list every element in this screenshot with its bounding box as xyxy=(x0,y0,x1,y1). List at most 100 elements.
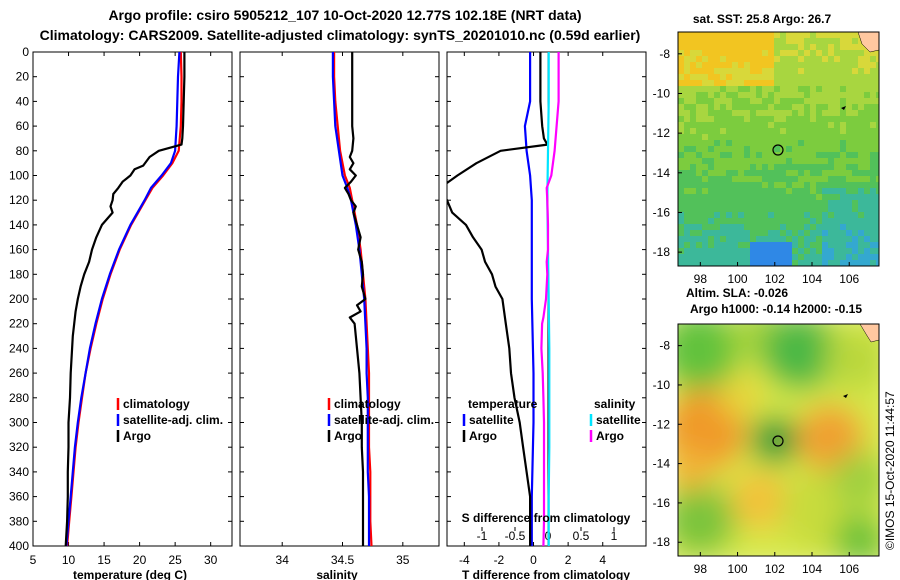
depth-tick-label: 120 xyxy=(9,193,29,207)
sla-map-lon-axis: 98 100 102 104 106 xyxy=(694,552,860,576)
legend-label-t-satellite: satellite xyxy=(469,413,514,427)
temperature-series xyxy=(64,52,186,546)
lon-tick-label: 102 xyxy=(765,272,785,286)
x-tick-label: 5 xyxy=(30,553,37,567)
x-tick-label: 2 xyxy=(565,553,572,567)
legend-title-salinity: salinity xyxy=(594,397,636,411)
header-line-2: Climatology: CARS2009. Satellite-adjuste… xyxy=(40,27,641,43)
x-tick-label: 10 xyxy=(62,553,76,567)
x-tick-label: -2 xyxy=(494,553,505,567)
series-line-argo xyxy=(343,52,367,546)
legend-title-temperature: temperature xyxy=(468,397,538,411)
header-line-1: Argo profile: csiro 5905212_107 10-Oct-2… xyxy=(108,7,581,23)
legend-label-climatology: climatology xyxy=(334,397,401,411)
lat-tick-label: -12 xyxy=(653,417,671,431)
salinity-legend: climatology satellite-adj. clim. Argo xyxy=(327,397,434,443)
lat-tick-label: -10 xyxy=(653,378,671,392)
series-line-argo xyxy=(64,52,186,546)
x-tick-label: 34.5 xyxy=(331,553,355,567)
s-difference-axis-label: S difference from climatology xyxy=(462,511,631,525)
depth-tick-label: 360 xyxy=(9,490,29,504)
lat-tick-label: -10 xyxy=(653,86,671,100)
sla-smooth-field xyxy=(678,324,879,556)
depth-tick-label: 140 xyxy=(9,218,29,232)
lon-tick-label: 106 xyxy=(839,562,859,576)
sst-map xyxy=(678,32,879,266)
x-tick-label: 4 xyxy=(599,553,606,567)
sst-map-lon-axis: 98 100 102 104 106 xyxy=(694,262,860,286)
depth-tick-label: 380 xyxy=(9,514,29,528)
sla-map xyxy=(678,324,879,556)
lat-tick-label: -14 xyxy=(653,457,671,471)
lat-tick-label: -18 xyxy=(653,535,671,549)
temperature-panel xyxy=(32,51,233,547)
difference-legend: temperature satellite Argo salinity sate… xyxy=(462,397,641,443)
s-diff-tick-label: -1 xyxy=(477,529,488,543)
lat-tick-label: -12 xyxy=(653,126,671,140)
salinity-panel xyxy=(239,51,440,547)
lat-tick-label: -18 xyxy=(653,245,671,259)
s-diff-tick-label: 0.5 xyxy=(573,529,590,543)
small-marker-icon xyxy=(843,394,848,398)
series-line-s-argo xyxy=(540,52,560,546)
t-difference-axis-label: T difference from climatology xyxy=(462,568,630,580)
depth-tick-label: 60 xyxy=(16,119,30,133)
depth-axis: 0 20 40 60 80 100 120 140 160 180 200 220 240 260 280 3… xyxy=(9,45,646,553)
lon-tick-label: 98 xyxy=(694,562,708,576)
depth-tick-label: 100 xyxy=(9,169,29,183)
lon-tick-label: 106 xyxy=(839,272,859,286)
sla-map-lat-axis: -8 -10 -12 -14 -16 -18 xyxy=(653,339,682,549)
sla-map-title: Altim. SLA: -0.026 xyxy=(686,286,788,300)
lat-tick-label: -16 xyxy=(653,496,671,510)
lon-tick-label: 100 xyxy=(728,562,748,576)
depth-tick-label: 240 xyxy=(9,341,29,355)
argo-float-marker xyxy=(772,144,784,156)
series-line-satellite-adj-clim- xyxy=(331,52,371,546)
x-tick-label: 25 xyxy=(168,553,182,567)
sst-map-frame xyxy=(677,31,880,267)
depth-tick-label: 0 xyxy=(22,45,29,59)
land-mass xyxy=(857,32,879,53)
depth-tick-label: 220 xyxy=(9,317,29,331)
depth-tick-label: 80 xyxy=(16,144,30,158)
depth-tick-label: 40 xyxy=(16,94,30,108)
lat-tick-label: -16 xyxy=(653,205,671,219)
lon-tick-label: 104 xyxy=(802,272,822,286)
difference-series xyxy=(447,52,560,546)
argo-float-marker xyxy=(772,435,784,447)
salinity-axis-label: salinity xyxy=(316,568,358,580)
lon-tick-label: 98 xyxy=(694,272,708,286)
legend-label-climatology: climatology xyxy=(123,397,190,411)
legend-label-satellite: satellite-adj. clim. xyxy=(123,413,223,427)
salinity-x-axis: 34 34.5 35 xyxy=(276,52,410,567)
depth-tick-label: 160 xyxy=(9,243,29,257)
series-line-s-satellite xyxy=(546,52,551,546)
lat-tick-label: -14 xyxy=(653,166,671,180)
land-mass xyxy=(859,324,879,343)
salinity-series xyxy=(331,52,373,546)
lon-tick-label: 102 xyxy=(765,562,785,576)
depth-tick-label: 200 xyxy=(9,292,29,306)
x-tick-label: 35 xyxy=(396,553,410,567)
temperature-legend: climatology satellite-adj. clim. Argo xyxy=(116,397,223,443)
temperature-axis-label: temperature (deg C) xyxy=(73,568,187,580)
sla-map-frame xyxy=(677,323,880,557)
lat-tick-label: -8 xyxy=(659,339,670,353)
sst-heatmap-cells xyxy=(678,32,879,266)
x-tick-label: 30 xyxy=(204,553,218,567)
legend-label-argo: Argo xyxy=(334,429,362,443)
lat-tick-label: -8 xyxy=(659,47,670,61)
legend-label-s-satellite: satellite xyxy=(596,413,641,427)
lon-tick-label: 100 xyxy=(728,272,748,286)
sst-map-lat-axis: -8 -10 -12 -14 -16 -18 xyxy=(653,47,682,259)
legend-label-satellite: satellite-adj. clim. xyxy=(334,413,434,427)
imos-credit: ©IMOS 15-Oct-2020 11:44:57 xyxy=(883,391,897,550)
x-tick-label: 34 xyxy=(276,553,290,567)
legend-label-s-argo: Argo xyxy=(596,429,624,443)
legend-label-argo: Argo xyxy=(123,429,151,443)
depth-tick-label: 280 xyxy=(9,391,29,405)
depth-tick-label: 400 xyxy=(9,539,29,553)
s-diff-tick-label: 1 xyxy=(611,529,618,543)
s-diff-tick-label: -0.5 xyxy=(505,529,526,543)
x-tick-label: 15 xyxy=(97,553,111,567)
